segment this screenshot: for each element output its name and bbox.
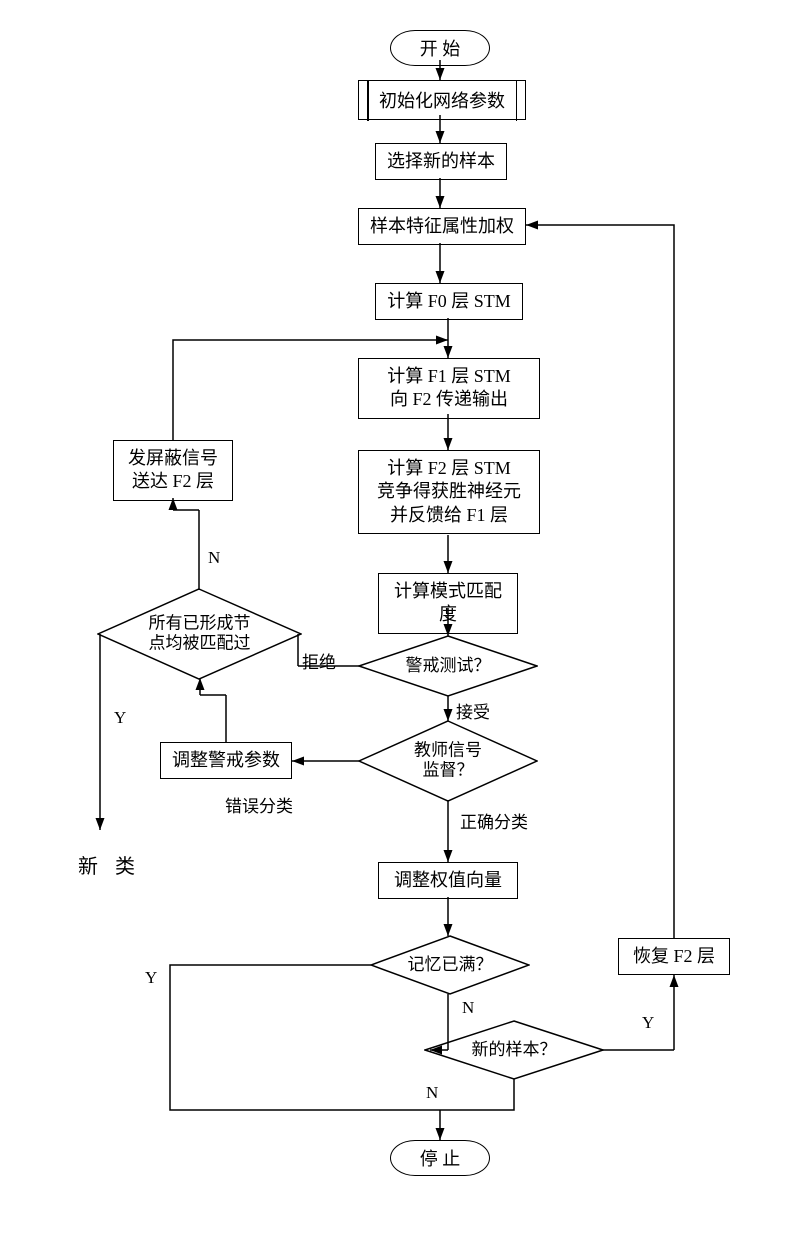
stop-terminal: 停 止 [390,1140,490,1176]
y2-label: Y [145,968,157,988]
accept-label: 接受 [456,698,490,723]
start-label: 开 始 [420,39,461,59]
calc-f2-label: 计算 F2 层 STM 竞争得获胜神经元 并反馈给 F1 层 [377,458,521,525]
calc-f2-node: 计算 F2 层 STM 竞争得获胜神经元 并反馈给 F1 层 [358,450,540,534]
all-matched-decision: 所有已形成节 点均被匹配过 [97,588,302,680]
calc-f1-node: 计算 F1 层 STM 向 F2 传递输出 [358,358,540,419]
adjust-vigil-label: 调整警戒参数 [172,750,280,770]
calc-match-node: 计算模式匹配度 [378,573,518,634]
vigilance-label: 警戒测试？ [406,656,491,676]
init-label: 初始化网络参数 [379,91,505,111]
weight-attr-node: 样本特征属性加权 [358,208,526,245]
adjust-weights-label: 调整权值向量 [394,870,502,890]
send-shield-node: 发屏蔽信号 送达 F2 层 [113,440,233,501]
reject-label: 拒绝 [302,648,336,673]
select-sample-node: 选择新的样本 [375,143,507,180]
y1-label: Y [114,708,126,728]
mem-full-label: 记忆已满？ [408,955,493,975]
restore-f2-label: 恢复 F2 层 [633,946,715,966]
n3-label: N [426,1083,438,1103]
restore-f2-node: 恢复 F2 层 [618,938,730,975]
n1-label: N [208,548,220,568]
init-subroutine: 初始化网络参数 [358,80,526,120]
calc-f0-node: 计算 F0 层 STM [375,283,523,320]
wrong-label: 错误分类 [225,792,293,817]
select-sample-label: 选择新的样本 [387,151,495,171]
teacher-decision: 教师信号 监督？ [358,720,538,802]
calc-f1-label: 计算 F1 层 STM 向 F2 传递输出 [387,366,511,409]
teacher-label: 教师信号 监督？ [414,741,482,782]
calc-f0-label: 计算 F0 层 STM [387,291,511,311]
mem-full-decision: 记忆已满？ [370,935,530,995]
correct-label: 正确分类 [460,808,528,833]
y3-label: Y [642,1013,654,1033]
stop-label: 停 止 [420,1149,461,1169]
adjust-weights-node: 调整权值向量 [378,862,518,899]
start-terminal: 开 始 [390,30,490,66]
n2-label: N [462,998,474,1018]
vigilance-decision: 警戒测试？ [358,635,538,697]
new-class-label: 新 类 [78,850,141,879]
weight-attr-label: 样本特征属性加权 [370,216,514,236]
all-matched-label: 所有已形成节 点均被匹配过 [149,614,251,655]
send-shield-label: 发屏蔽信号 送达 F2 层 [128,448,218,491]
new-sample-label: 新的样本？ [472,1040,557,1060]
new-sample-decision: 新的样本？ [424,1020,604,1080]
adjust-vigil-node: 调整警戒参数 [160,742,292,779]
calc-match-label: 计算模式匹配度 [394,581,502,624]
